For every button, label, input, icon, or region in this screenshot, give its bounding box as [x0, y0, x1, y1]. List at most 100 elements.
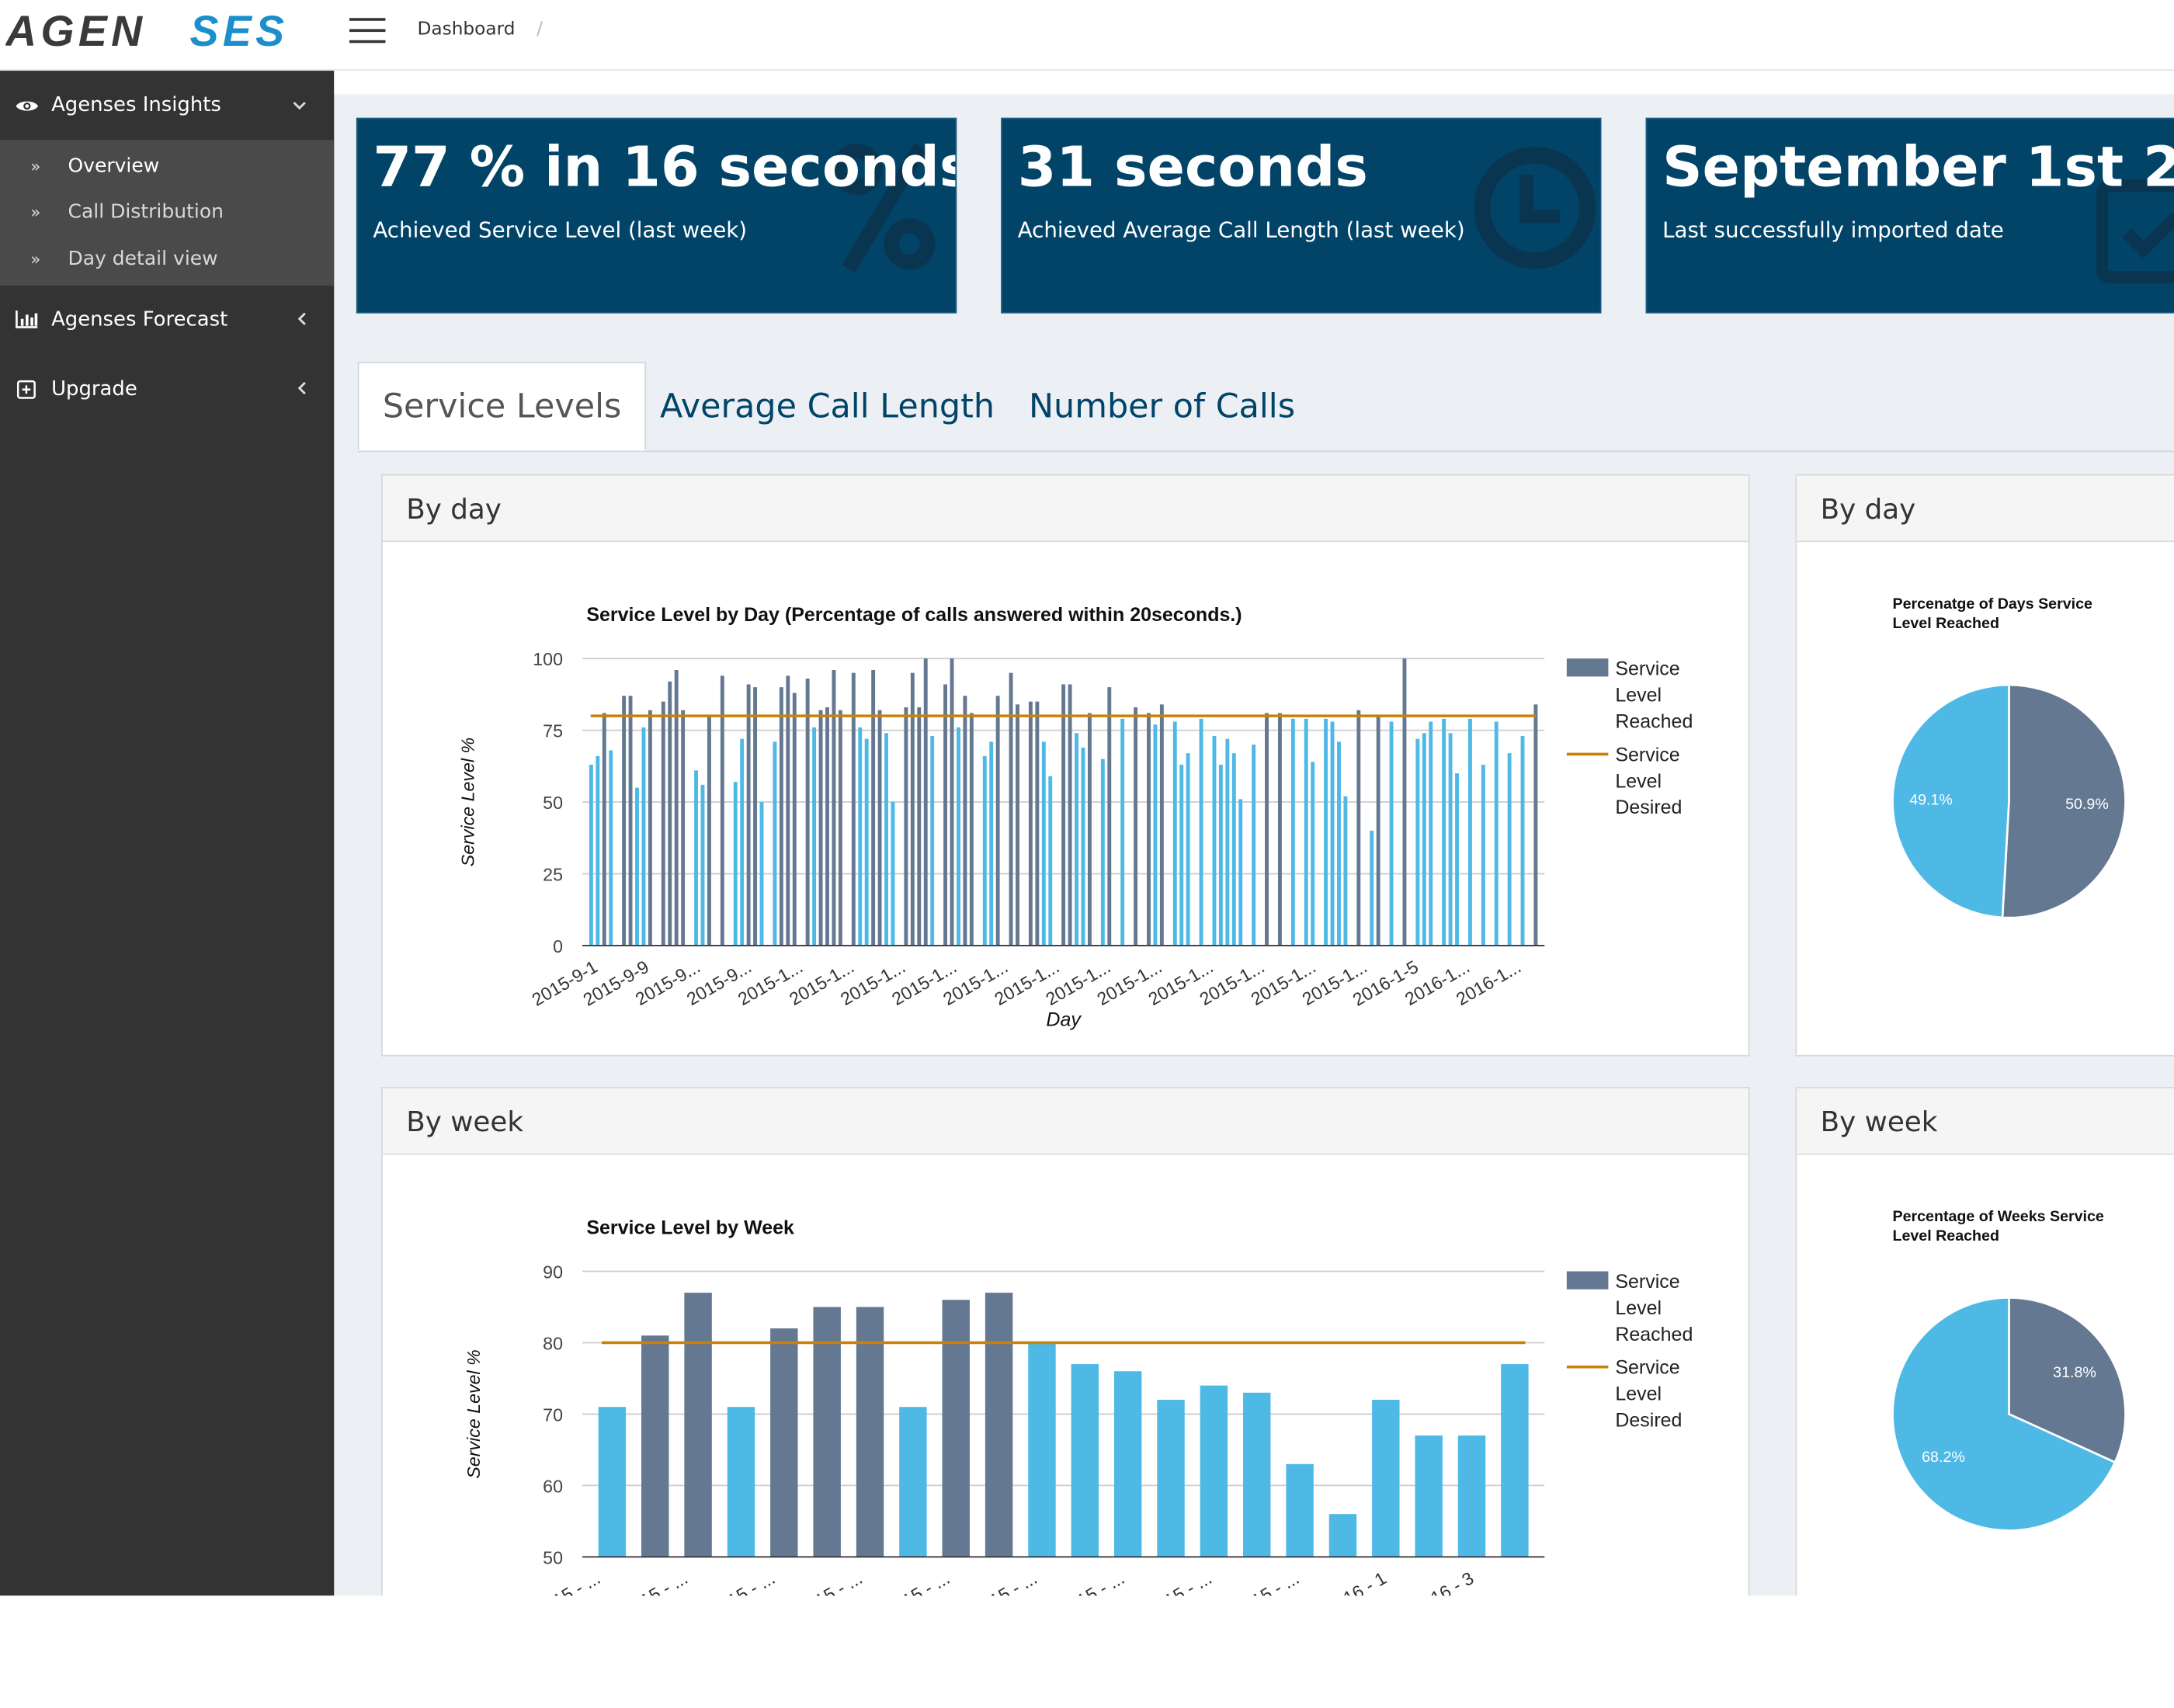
kpi-label: Achieved Average Call Length (last week) [1017, 217, 1465, 243]
chevron-left-icon [297, 379, 306, 398]
bar [1422, 733, 1426, 946]
bar [1457, 1435, 1486, 1557]
sidebar-item-day-detail-view[interactable]: » Day detail view [0, 236, 334, 283]
logo-text-agen: AGEN [5, 12, 146, 54]
legend-label: Reached [1615, 710, 1693, 732]
legend-label: Level [1615, 685, 1662, 706]
bar [1238, 799, 1243, 946]
bar [1009, 672, 1013, 946]
sidebar-group-insights[interactable]: Agenses Insights [0, 71, 334, 140]
bar [786, 675, 790, 946]
sidebar-group-upgrade[interactable]: Upgrade [0, 354, 334, 423]
y-tick-label: 0 [553, 936, 563, 956]
bar [923, 658, 928, 946]
bar [856, 1307, 884, 1557]
bar [1277, 713, 1282, 946]
calendar-check-icon [2096, 179, 2174, 284]
sidebar-item-call-distribution[interactable]: » Call Distribution [0, 189, 334, 236]
days-reached-pie-chart: Percenatge of Days Service Level Reached 5… [1891, 595, 2127, 919]
chevron-down-icon [293, 95, 307, 115]
bar [851, 672, 856, 946]
bar [1134, 707, 1138, 946]
bar [681, 710, 686, 946]
legend-label: Service [1615, 1357, 1679, 1379]
bar [1402, 658, 1407, 946]
bar [1157, 1400, 1185, 1557]
bar [609, 750, 613, 946]
bar [1304, 718, 1308, 946]
tab-service-levels[interactable]: Service Levels [357, 362, 647, 451]
bar [1324, 718, 1328, 946]
bar [969, 713, 974, 946]
bar [1389, 721, 1394, 946]
pie-slice [2008, 1297, 2127, 1464]
bar [779, 687, 783, 946]
agenses-logo[interactable]: AGEN SES [5, 12, 327, 54]
kpi-label: Last successfully imported date [1662, 217, 2004, 243]
bar [877, 710, 882, 946]
legend-label: Desired [1615, 797, 1682, 818]
chevron-left-icon [297, 310, 306, 329]
bar [832, 669, 836, 946]
bar [1442, 718, 1446, 946]
y-tick-label: 75 [543, 721, 563, 741]
bar [1429, 721, 1433, 946]
pie-slice [1891, 683, 2010, 919]
bar [1225, 738, 1230, 946]
bar [792, 693, 797, 946]
chart-title: Service Level by Day (Percentage of call… [586, 604, 1242, 626]
y-tick-label: 50 [543, 793, 563, 813]
sidebar-group-label: Upgrade [51, 377, 137, 401]
sidebar-group-forecast[interactable]: Agenses Forecast [0, 285, 334, 354]
bar [884, 733, 888, 946]
bar [805, 679, 810, 946]
bar [917, 707, 922, 946]
bar [1159, 704, 1164, 946]
bar [694, 770, 698, 946]
bar [1415, 1435, 1443, 1557]
sidebar-group-label: Agenses Insights [51, 94, 221, 116]
bar [596, 755, 600, 946]
panel-by-week-bar: By week Service Level by Week 50 60 70 80 90 S… [381, 1086, 1750, 1614]
bar [661, 701, 665, 946]
kpi-value: 77 % in 16 seconds [373, 135, 957, 200]
panel-title: By day [1797, 475, 2174, 543]
pie-slice [2001, 683, 2127, 919]
bar [759, 802, 764, 946]
bar [1376, 716, 1380, 946]
bar [1186, 753, 1190, 946]
chart-title: Service Level by Week [586, 1217, 794, 1238]
sidebar-item-overview[interactable]: » Overview [0, 143, 334, 189]
kpi-value: September 1st 2015 [1662, 135, 2174, 200]
kpi-call-length: 31 seconds Achieved Average Call Length … [1001, 117, 1602, 314]
bar [1113, 1371, 1142, 1557]
bar [641, 727, 646, 946]
tab-average-call-length[interactable]: Average Call Length [659, 386, 995, 425]
bar [773, 741, 777, 946]
breadcrumb-separator: / [537, 19, 543, 40]
bar [899, 1407, 927, 1557]
bar [641, 1335, 669, 1557]
tab-number-of-calls[interactable]: Number of Calls [1028, 386, 1296, 425]
bar [1087, 713, 1092, 946]
bar [648, 710, 652, 946]
bar [598, 1407, 627, 1557]
bar [910, 672, 915, 946]
breadcrumb-dashboard[interactable]: Dashboard [417, 19, 516, 40]
bar [635, 787, 639, 946]
bar [674, 669, 679, 946]
legend-swatch-reached [1566, 658, 1609, 677]
chart-title: Level Reached [1892, 1227, 1999, 1245]
bar [684, 1293, 712, 1557]
panel-title: By week [1797, 1088, 2174, 1155]
service-level-by-day-chart: Service Level by Day (Percentage of call… [458, 604, 1693, 1030]
y-tick-label: 60 [543, 1476, 563, 1496]
bar [1448, 733, 1453, 946]
bar [1455, 773, 1459, 946]
bar [740, 738, 745, 946]
bar [1501, 1364, 1529, 1557]
hamburger-icon[interactable] [349, 18, 386, 46]
bar [871, 669, 876, 946]
bar [1328, 1514, 1357, 1557]
bar [1337, 741, 1341, 946]
